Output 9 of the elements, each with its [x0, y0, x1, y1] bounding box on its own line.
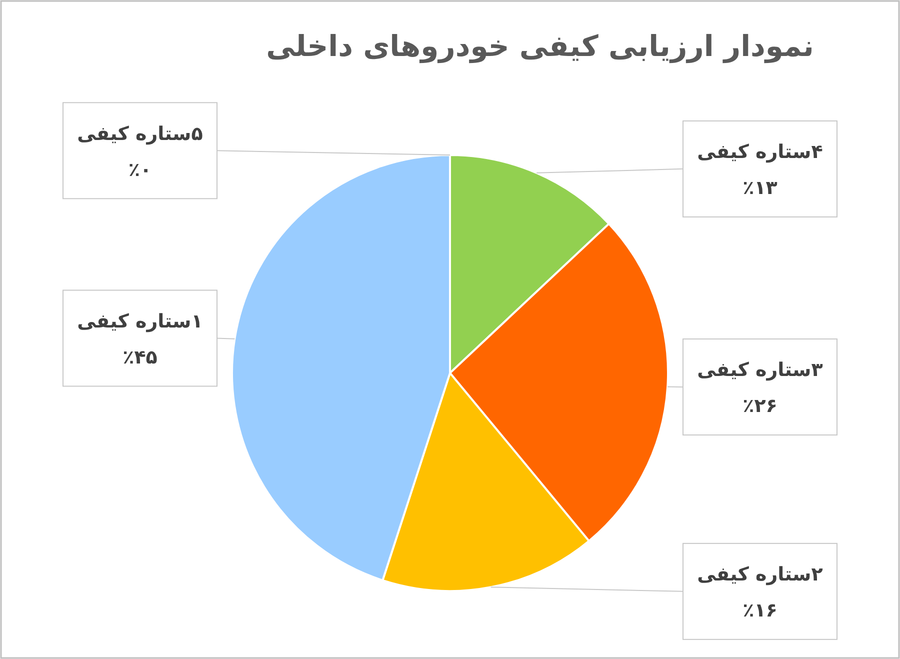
- data-label: ٪۱۳: [742, 177, 778, 200]
- slice-label: ۳ستاره کیفی: [697, 359, 824, 382]
- title: نمودار ارزیابی کیفی خودروهای داخلی: [266, 28, 814, 63]
- slice-label: ۱ستاره کیفی: [77, 310, 203, 332]
- data-label: ٪۴۵: [122, 346, 158, 368]
- data-label: ٪۲۶: [742, 395, 778, 418]
- slice-label: ۲ستاره کیفی: [697, 564, 824, 586]
- data-label: ٪۱۶: [742, 600, 778, 622]
- slice-label: ۴ستاره کیفی: [697, 141, 823, 164]
